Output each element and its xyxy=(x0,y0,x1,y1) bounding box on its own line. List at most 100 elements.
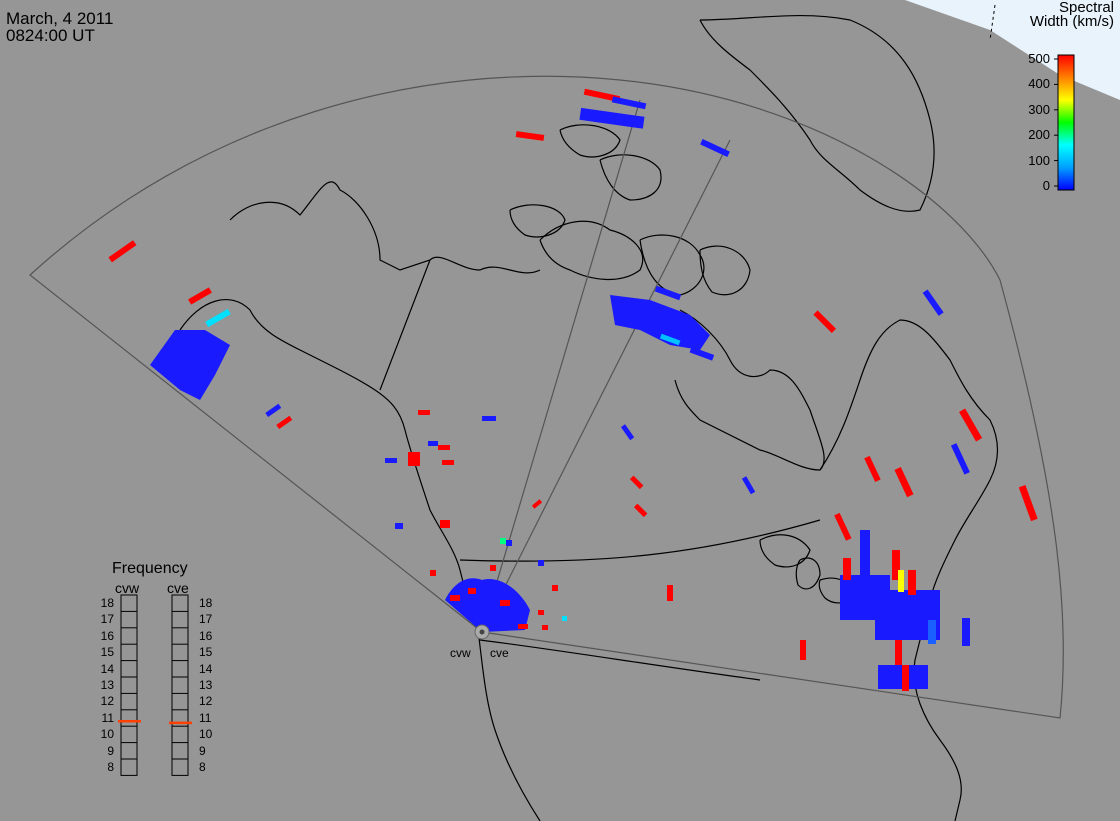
colorbar-tick-label: 300 xyxy=(1028,101,1050,117)
scatter-cell-red xyxy=(490,565,496,571)
frequency-level-label: 16 xyxy=(199,628,213,643)
scatter-cell-blue xyxy=(860,530,870,580)
scatter-cell-blue xyxy=(428,441,438,446)
scatter-layer xyxy=(108,88,1038,691)
coastlines xyxy=(179,14,999,821)
scatter-cell-cyan xyxy=(562,616,567,621)
scatter-cell-blue xyxy=(506,540,512,546)
scatter-cell-red xyxy=(1018,484,1038,522)
frequency-level-label: 17 xyxy=(100,612,114,627)
scatter-cell-red xyxy=(276,415,293,430)
frequency-ladder-cvw xyxy=(120,594,138,776)
colorbar-tick-label: 400 xyxy=(1028,76,1050,92)
scatter-cell-yellow xyxy=(898,570,904,592)
scatter-cell-red xyxy=(430,570,436,576)
scatter-cell-blue xyxy=(654,285,682,301)
frequency-level-label: 12 xyxy=(100,694,114,709)
frequency-level-label: 10 xyxy=(100,727,114,742)
radar-site-dot xyxy=(479,629,485,635)
colorbar-title-line2: Width (km/s) xyxy=(1029,13,1114,30)
frequency-title: Frequency xyxy=(112,560,188,577)
map-time: 0824:00 UT xyxy=(6,26,95,45)
scatter-cell-red xyxy=(552,585,558,591)
colorbar-tick-label: 500 xyxy=(1028,51,1050,66)
scatter-cell-red xyxy=(902,665,909,691)
scatter-cell-red xyxy=(629,475,644,490)
frequency-level-label: 14 xyxy=(100,661,114,676)
scatter-cell-red xyxy=(531,499,543,509)
scatter-cell-red xyxy=(542,625,548,630)
frequency-ladder-cve xyxy=(171,594,189,776)
frequency-level-label: 14 xyxy=(199,661,213,676)
scatter-cell-red xyxy=(500,600,510,606)
frequency-level-label: 15 xyxy=(199,645,213,660)
scatter-patch-blue xyxy=(610,295,710,350)
frequency-level-label: 9 xyxy=(107,743,114,758)
scatter-cell-red xyxy=(813,310,837,334)
scatter-cell-red xyxy=(908,570,916,595)
scatter-cell-red xyxy=(892,550,900,580)
scatter-cell-red xyxy=(800,640,806,660)
scatter-cell-blue xyxy=(689,346,715,361)
frequency-level-label: 15 xyxy=(100,645,114,660)
scatter-cell-cyan xyxy=(205,308,231,328)
scatter-cell-red xyxy=(538,610,544,615)
scatter-cell-blue xyxy=(611,96,647,110)
colorbar-gradient xyxy=(1057,54,1075,191)
frequency-level-label: 8 xyxy=(107,760,114,774)
scatter-cell-blue xyxy=(265,403,282,418)
scatter-cell-red xyxy=(895,640,902,665)
frequency-ladders xyxy=(118,594,192,776)
scatter-cell-red xyxy=(633,503,648,518)
scatter-cell-cyan xyxy=(659,333,681,346)
frequency-level-label: 18 xyxy=(199,596,213,610)
scatter-cell-red xyxy=(468,588,476,594)
scatter-cell-blue xyxy=(482,416,496,421)
frequency-level-label: 12 xyxy=(199,694,213,709)
radar-label-cve: cve xyxy=(490,646,509,660)
frequency-level-label: 17 xyxy=(199,612,213,627)
scatter-cell-red xyxy=(442,460,454,465)
scatter-cell-red xyxy=(667,585,673,601)
scatter-cell-blue xyxy=(579,107,645,129)
scatter-cell-red xyxy=(959,408,983,442)
frequency-level-label: 10 xyxy=(199,727,213,742)
scatter-cell-red xyxy=(843,558,851,580)
scatter-cell-cyan xyxy=(500,538,506,544)
scatter-cell-red xyxy=(864,455,881,482)
scatter-cell-red xyxy=(450,595,460,601)
frequency-level-label: 18 xyxy=(100,596,114,610)
scatter-cell-blue xyxy=(395,523,403,529)
map-date: March, 4 2011 xyxy=(6,9,114,28)
scatter-cell-red xyxy=(583,88,621,103)
frequency-col-cvw: cvw xyxy=(115,580,140,596)
frequency-level-label: 13 xyxy=(100,678,114,692)
colorbar-ticks xyxy=(1054,58,1058,187)
scatter-cell-red xyxy=(894,467,914,498)
frequency-col-cve: cve xyxy=(167,580,189,596)
colorbar-title-line1: Spectral xyxy=(1058,0,1114,16)
scatter-cell-red xyxy=(188,287,212,305)
scatter-cell-blue xyxy=(922,289,944,316)
scatter-cell-red xyxy=(515,131,545,141)
colorbar-tick-label: 0 xyxy=(1042,178,1050,193)
scatter-cell-blue xyxy=(700,138,730,158)
scatter-cell-blue xyxy=(741,476,756,495)
scatter-cell-red xyxy=(418,410,430,415)
colorbar-tick-label: 100 xyxy=(1028,152,1050,168)
colorbar-tick-label: 200 xyxy=(1028,127,1050,143)
scatter-cell-blue xyxy=(538,560,544,566)
scatter-cell-blue xyxy=(620,424,635,441)
scatter-cell-red xyxy=(518,624,528,629)
scatter-cell-red xyxy=(108,240,137,263)
radar-label-cvw: cvw xyxy=(450,646,471,660)
frequency-level-label: 11 xyxy=(199,710,212,725)
scatter-patch-blue xyxy=(150,330,230,400)
scatter-cell-blue xyxy=(928,620,936,644)
scatter-cell-blue xyxy=(962,618,970,646)
scatter-fan-blue xyxy=(445,578,530,632)
frequency-level-label: 11 xyxy=(101,710,114,725)
scatter-cell-red xyxy=(438,445,450,450)
scatter-cell-red xyxy=(408,452,420,466)
